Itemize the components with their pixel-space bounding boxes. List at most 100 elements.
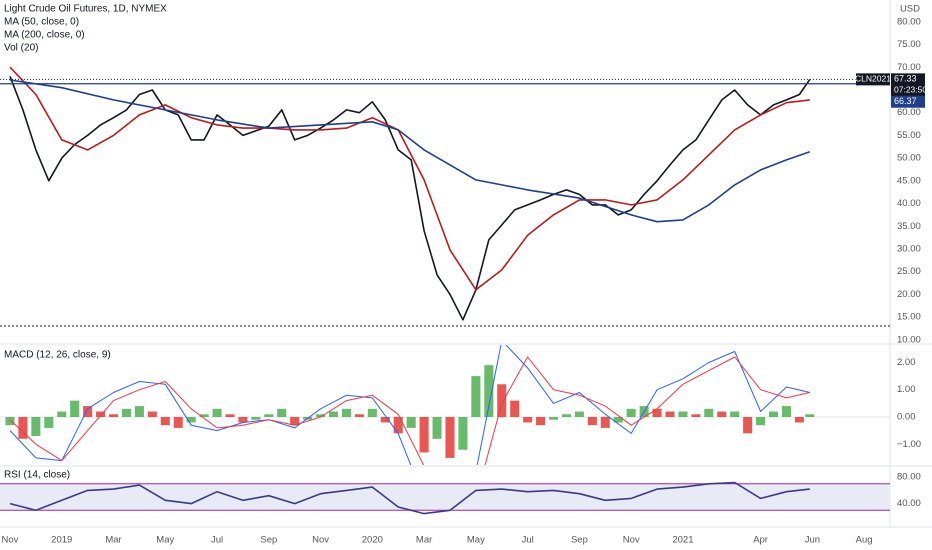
x-tick-label: Sep (260, 535, 277, 546)
macd-histogram-bar (18, 417, 28, 439)
macd-histogram-bar (44, 417, 54, 428)
y-tick-label: 45.00 (897, 175, 921, 186)
macd-histogram-bar (199, 414, 209, 417)
x-tick-label: Apr (753, 535, 768, 546)
macd-histogram-bar (805, 414, 815, 417)
macd-histogram-bar (238, 417, 248, 423)
macd-histogram-bar (316, 414, 326, 417)
rsi-title: RSI (14, close) (4, 470, 70, 481)
macd-histogram-bar (212, 408, 222, 417)
y-tick-label: −1.00 (897, 439, 921, 450)
macd-histogram-bar (523, 417, 533, 423)
macd-histogram-bar (186, 417, 196, 423)
x-tick-label: 2019 (51, 535, 72, 546)
macd-histogram-bar (768, 411, 779, 417)
macd-histogram-bar (432, 417, 442, 439)
macd-histogram-bar (96, 411, 106, 417)
macd-histogram-bar (626, 408, 636, 417)
y-tick-label: 80.00 (897, 472, 921, 483)
macd-histogram-bar (290, 417, 300, 426)
x-tick-label: May (467, 535, 485, 546)
macd-histogram-bar (328, 411, 339, 417)
macd-histogram-bar (380, 417, 390, 423)
macd-histogram-bar (160, 417, 170, 426)
chart-title: Light Crude Oil Futures, 1D, NYMEX (4, 4, 167, 15)
y-tick-label: 75.00 (897, 39, 921, 50)
series-line (9, 481, 810, 515)
y-tick-label: 60.00 (897, 107, 921, 118)
macd-histogram-bar (665, 411, 675, 417)
symbol-label: CLN2021 (855, 74, 891, 84)
series-line (9, 66, 810, 291)
y-tick-label: 30.00 (897, 243, 921, 254)
macd-histogram-bar (484, 365, 494, 417)
macd-histogram-bar (57, 411, 67, 417)
x-tick-label: Jul (211, 535, 223, 546)
macd-histogram-bar (341, 408, 351, 417)
pane (0, 345, 890, 465)
macd-histogram-bar (574, 411, 584, 417)
macd-histogram-bar (691, 414, 701, 417)
macd-histogram-bar (108, 414, 119, 417)
macd-histogram-bar (419, 417, 429, 453)
macd-histogram-bar (83, 406, 93, 417)
y-tick-label: 70.00 (897, 62, 921, 73)
macd-histogram-bar (471, 376, 481, 417)
pane (0, 481, 890, 515)
macd-histogram-bar (354, 414, 364, 417)
y-tick-label: 20.00 (897, 289, 921, 300)
macd-histogram-bar (121, 408, 131, 417)
x-tick-label: Jul (522, 535, 534, 546)
macd-histogram-bar (5, 417, 15, 426)
y-tick-label: 0.00 (897, 412, 916, 423)
x-tick-label: Sep (571, 535, 588, 546)
x-tick-label: May (156, 535, 174, 546)
rsi-band (0, 483, 890, 511)
level-tag (891, 95, 925, 108)
macd-histogram-bar (730, 411, 740, 417)
countdown-label: 07:23:50 (894, 85, 927, 95)
y-tick-label: 15.00 (897, 312, 921, 323)
macd-histogram-bar (510, 400, 520, 417)
x-tick-label: Nov (623, 535, 640, 546)
y-tick-label: 2.00 (897, 357, 916, 368)
last-price-label: 67.33 (894, 74, 917, 84)
series-line (9, 76, 811, 321)
macd-histogram-bar (756, 417, 766, 426)
macd-histogram-bar (536, 417, 546, 426)
macd-histogram-bar (781, 406, 791, 417)
y-tick-label: 80.00 (897, 16, 921, 27)
legend-ma200: MA (200, close, 0) (4, 30, 85, 41)
macd-histogram-bar (497, 384, 507, 417)
macd-histogram-bar (70, 400, 80, 417)
macd-histogram-bar (613, 417, 623, 423)
series-line (9, 345, 810, 465)
macd-histogram-bar (587, 417, 597, 426)
y-tick-label: 1.00 (897, 384, 916, 395)
macd-histogram-bar (652, 408, 662, 417)
y-tick-label: 10.00 (897, 334, 921, 345)
macd-histogram-bar (458, 417, 468, 450)
x-tick-label: Nov (312, 535, 329, 546)
macd-histogram-bar (264, 414, 274, 417)
series-line (9, 79, 811, 223)
macd-histogram-bar (743, 417, 753, 434)
symbol-tag (856, 73, 890, 86)
x-tick-label: Mar (105, 535, 121, 546)
legend-volume: Vol (20) (4, 43, 38, 54)
macd-histogram-bar (717, 411, 727, 417)
x-tick-label: 2021 (672, 535, 693, 546)
x-tick-label: Nov (2, 535, 19, 546)
x-tick-label: 2020 (362, 535, 383, 546)
y-tick-label: 50.00 (897, 153, 921, 164)
macd-histogram-bar (147, 411, 157, 417)
macd-title: MACD (12, 26, close, 9) (4, 350, 111, 361)
legend-ma50: MA (50, close, 0) (4, 17, 79, 28)
macd-histogram-bar (277, 408, 287, 417)
macd-histogram-bar (406, 417, 416, 428)
macd-histogram-bar (225, 414, 235, 417)
macd-histogram-bar (173, 417, 183, 428)
macd-histogram-bar (704, 408, 714, 417)
macd-histogram-bar (393, 417, 403, 434)
